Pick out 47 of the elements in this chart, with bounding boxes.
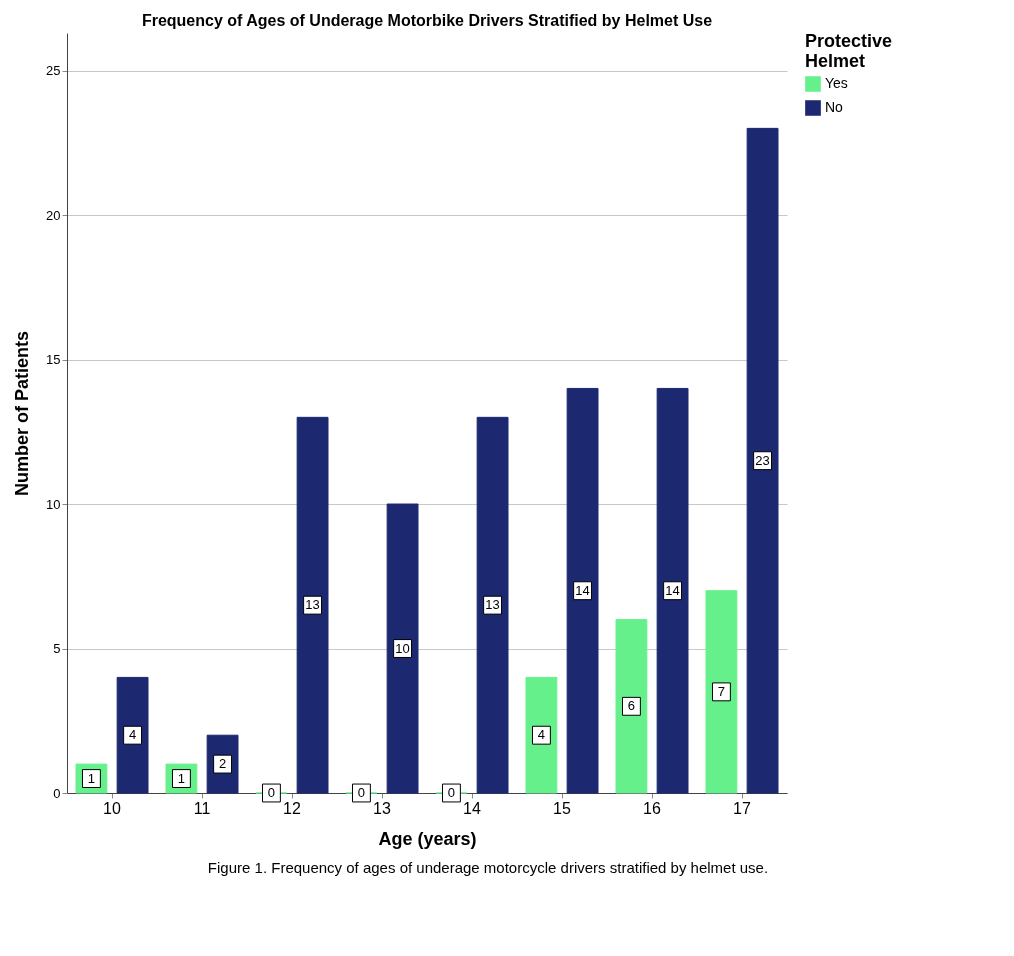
y-tick-label: 10 — [46, 496, 61, 512]
data-label: 4 — [537, 727, 546, 743]
x-axis-title: Age (years) — [378, 828, 477, 849]
caption: Figure 1. Frequency of ages of underage motorcycle drivers stratified by helmet use. — [206, 859, 770, 876]
bar — [566, 387, 599, 794]
y-tick-label: 20 — [46, 207, 61, 223]
data-label: 0 — [447, 785, 456, 800]
bar — [615, 619, 648, 794]
data-label: 4 — [128, 727, 137, 743]
x-tick-label: 16 — [643, 799, 661, 817]
bar — [656, 387, 689, 794]
y-tick-label: 25 — [46, 63, 61, 79]
y-tick-label: 5 — [53, 641, 61, 657]
y-tick-label: 15 — [46, 352, 61, 368]
x-tick-label: 14 — [463, 799, 481, 817]
legend-label: No — [825, 99, 844, 115]
y-tick-label: 0 — [53, 785, 61, 801]
data-label: 14 — [575, 582, 590, 598]
x-tick-label: 15 — [553, 799, 571, 817]
data-label: 13 — [485, 597, 500, 613]
legend-title: Protective Helmet — [805, 31, 893, 71]
bar — [705, 590, 738, 794]
y-axis-title: Number of Patients — [12, 330, 33, 497]
x-tick-label: 13 — [373, 799, 391, 817]
data-label: 10 — [395, 640, 410, 656]
data-label: 14 — [665, 582, 680, 598]
data-label: 23 — [755, 452, 770, 468]
data-label: 0 — [357, 785, 366, 800]
bar — [476, 416, 509, 794]
bar — [386, 503, 419, 794]
data-label: 2 — [218, 756, 227, 772]
bar — [746, 127, 779, 794]
legend-label: Yes — [825, 75, 848, 91]
bar — [116, 676, 149, 794]
x-tick-label: 11 — [193, 799, 211, 817]
data-label: 1 — [177, 770, 186, 786]
chart-title: Frequency of Ages of Underage Motorbike Drivers Stratified by Helmet Use — [141, 12, 713, 29]
data-label: 7 — [717, 683, 726, 699]
x-tick-label: 12 — [283, 799, 301, 817]
data-label: 6 — [627, 698, 636, 714]
bar — [296, 416, 329, 794]
data-label: 13 — [305, 597, 320, 613]
x-tick-label: 17 — [733, 799, 751, 817]
data-label: 0 — [267, 785, 276, 800]
data-label: 1 — [87, 770, 96, 786]
bar — [525, 676, 558, 794]
x-tick-label: 10 — [103, 799, 121, 817]
